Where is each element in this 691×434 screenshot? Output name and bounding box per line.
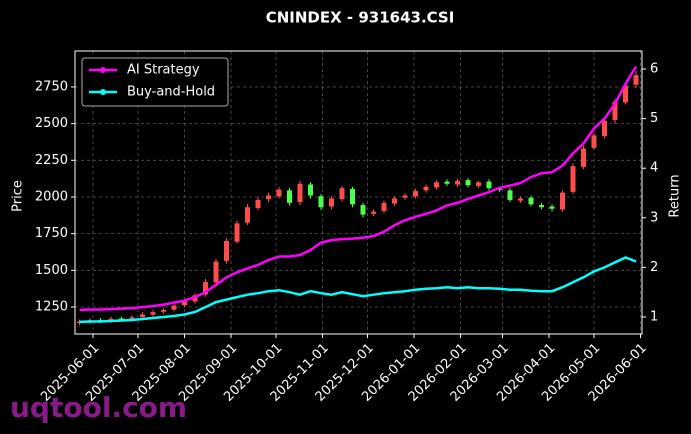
- candle-body: [234, 223, 240, 242]
- candle-body: [308, 184, 313, 196]
- candle-body: [329, 198, 334, 207]
- watermark: uqtool.com: [10, 391, 187, 424]
- candle-body: [339, 188, 345, 200]
- y-tick-label: 1500: [35, 263, 68, 278]
- candle-body: [381, 202, 387, 211]
- candle-body: [182, 301, 187, 306]
- legend-marker: [100, 67, 106, 73]
- candle-body: [350, 188, 355, 205]
- candle-body: [266, 195, 271, 200]
- y2-tick-label: 3: [650, 210, 658, 225]
- candle-body: [245, 207, 250, 223]
- y2-tick-label: 5: [650, 111, 658, 126]
- candle-body: [486, 181, 492, 189]
- candle-body: [119, 318, 124, 320]
- candle-body: [402, 195, 408, 198]
- y-tick-label: 2750: [35, 79, 68, 94]
- candle-body: [528, 197, 534, 205]
- candle-body: [318, 196, 324, 208]
- y2-tick-label: 6: [650, 62, 658, 77]
- y-tick-label: 2250: [35, 153, 68, 168]
- candle-body: [140, 314, 145, 317]
- candle-body: [612, 101, 618, 120]
- candle-body: [539, 205, 544, 208]
- y-tick-label: 1250: [35, 300, 68, 315]
- legend-marker: [100, 89, 106, 95]
- candle-body: [150, 312, 156, 315]
- candle-body: [581, 148, 586, 167]
- candle-body: [413, 191, 418, 197]
- y2-tick-label: 2: [650, 260, 658, 275]
- legend: AI Strategy Buy-and-Hold: [81, 57, 229, 107]
- candle-body: [276, 189, 282, 197]
- y-tick-label: 2500: [35, 116, 68, 131]
- series-line: [79, 65, 638, 312]
- legend-label: AI Strategy: [127, 63, 200, 78]
- candle-body: [77, 321, 82, 324]
- y-axis-label: Price: [11, 180, 26, 212]
- candle-body: [434, 182, 439, 188]
- candle-body: [255, 199, 261, 208]
- y-tick-label: 2000: [35, 189, 68, 204]
- series-line: [79, 256, 637, 324]
- candle-body: [360, 205, 366, 215]
- legend-box: [81, 57, 229, 107]
- y2-axis-label: Return: [668, 174, 683, 217]
- candle-body: [465, 180, 471, 186]
- candle-body: [213, 261, 219, 283]
- candle-body: [570, 166, 576, 192]
- candle-body: [224, 240, 229, 261]
- candle-body: [287, 190, 292, 203]
- candle-body: [392, 198, 397, 204]
- candle-body: [297, 183, 303, 203]
- candle-body: [560, 192, 565, 210]
- candle-body: [129, 317, 135, 320]
- candle-body: [633, 75, 639, 85]
- candle-body: [507, 190, 513, 200]
- legend-label: Buy-and-Hold: [127, 85, 215, 100]
- candle-body: [518, 198, 523, 201]
- y2-tick-label: 1: [650, 309, 658, 324]
- candle-body: [591, 135, 597, 148]
- chart-title: CNINDEX - 931643.CSI: [266, 9, 455, 27]
- candle-body: [423, 186, 429, 191]
- candle-body: [602, 120, 607, 137]
- candle-body: [549, 206, 555, 209]
- candle-body: [161, 309, 166, 312]
- candle-body: [203, 282, 208, 295]
- candle-body: [371, 211, 376, 214]
- candle-body: [444, 181, 450, 184]
- candle-body: [623, 85, 628, 103]
- plot-frame: [74, 50, 643, 335]
- candle-body: [171, 305, 177, 310]
- candle-body: [455, 180, 460, 185]
- candle-body: [476, 182, 481, 186]
- y-tick-label: 1750: [35, 226, 68, 241]
- candle-body: [497, 188, 502, 190]
- y2-tick-label: 4: [650, 161, 658, 176]
